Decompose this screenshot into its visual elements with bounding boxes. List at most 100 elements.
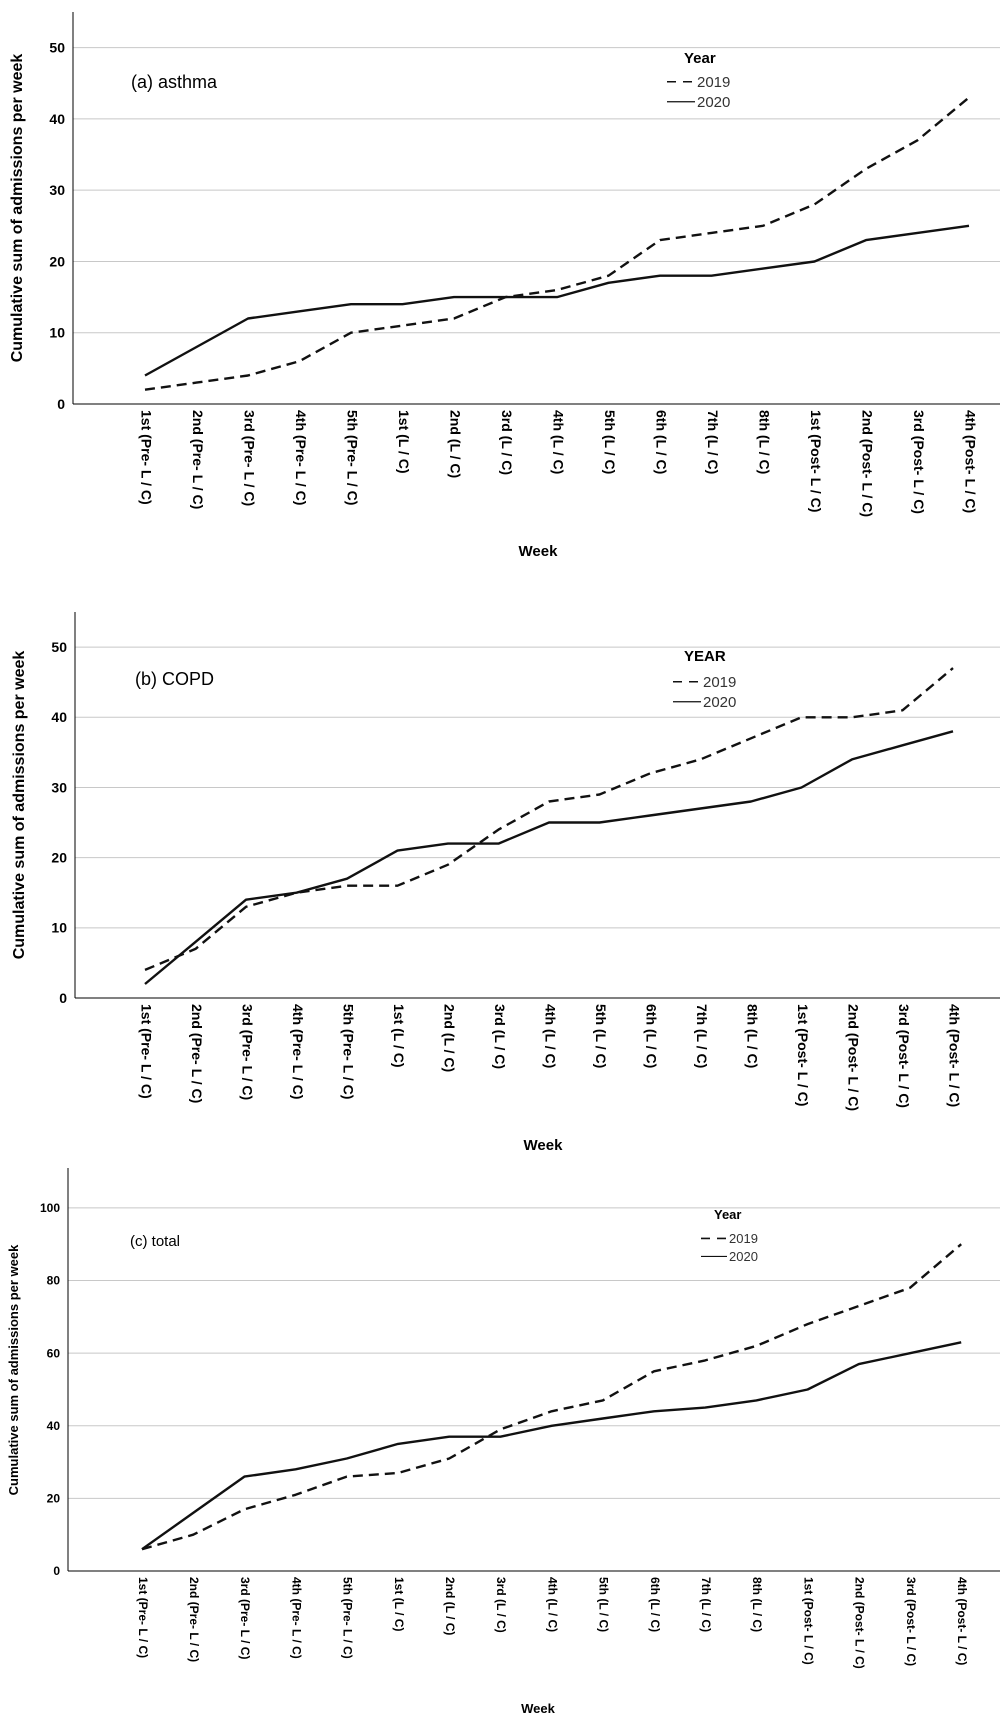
y-tick-label: 40 [51, 709, 67, 725]
y-tick-label: 30 [51, 779, 67, 795]
legend-title: Year [714, 1207, 741, 1222]
x-tick-label: 3rd (Pre- L / C) [241, 410, 257, 506]
x-tick-label: 2nd (L / C) [443, 1577, 457, 1635]
x-tick-label: 1st (L / C) [396, 410, 412, 474]
x-tick-label: 5th (Pre- L / C) [344, 410, 360, 505]
x-tick-label: 4th (L / C) [542, 1004, 558, 1068]
x-tick-label: 4th (L / C) [545, 1577, 559, 1632]
x-tick-label: 1st (L / C) [392, 1577, 406, 1631]
x-tick-label: 3rd (Post- L / C) [896, 1004, 912, 1108]
x-tick-label: 2nd (Post- L / C) [853, 1577, 867, 1669]
x-tick-label: 5th (L / C) [602, 410, 618, 474]
legend-label-2020: 2020 [729, 1249, 758, 1264]
series-line-2019 [141, 1243, 962, 1551]
series-line-2019 [144, 667, 954, 972]
chart-panel-3: 0 20 40 60 80 100 1st (Pre- L / C) 2nd (Pre- L … [6, 1168, 1000, 1716]
legend-title: Year [684, 50, 716, 67]
y-axis-label: Cumulative sum of admissions per week [11, 651, 28, 960]
x-tick-label: 2nd (Pre- L / C) [187, 1577, 201, 1662]
x-tick-label: 5th (L / C) [597, 1577, 611, 1632]
legend-label-2019: 2019 [703, 674, 736, 691]
x-tick-label: 7th (L / C) [699, 1577, 713, 1632]
x-tick-label: 2nd (Pre- L / C) [190, 410, 206, 509]
y-tick-label: 100 [40, 1201, 60, 1215]
chart-panel-1: 0 10 20 30 40 50 1st (Pre- L / C) 2nd (Pre- L /… [9, 12, 1000, 560]
x-tick-label: 8th (L / C) [750, 1577, 764, 1632]
x-tick-label: 1st (Pre- L / C) [138, 410, 154, 505]
x-tick-label: 1st (Post- L / C) [801, 1577, 815, 1665]
x-axis-label: Week [519, 543, 559, 560]
x-tick-label: 2nd (L / C) [447, 410, 463, 478]
x-tick-label: 5th (L / C) [593, 1004, 609, 1068]
y-tick-label: 0 [59, 990, 67, 1006]
x-tick-label: 3rd (Pre- L / C) [239, 1004, 255, 1100]
y-tick-label: 0 [53, 1564, 60, 1578]
legend-label-2019: 2019 [697, 74, 730, 91]
x-tick-label: 8th (L / C) [744, 1004, 760, 1068]
x-tick-label: 1st (Post- L / C) [795, 1004, 811, 1106]
y-axis-label: Cumulative sum of admissions per week [6, 1244, 21, 1495]
y-tick-label: 50 [51, 639, 67, 655]
x-tick-label: 4th (Post- L / C) [962, 410, 978, 513]
x-tick-label: 2nd (L / C) [441, 1004, 457, 1072]
x-tick-label: 3rd (L / C) [494, 1577, 508, 1633]
series-line-2019 [144, 96, 970, 391]
x-tick-label: 3rd (Pre- L / C) [238, 1577, 252, 1659]
y-tick-label: 20 [47, 1492, 61, 1506]
y-tick-label: 60 [47, 1346, 61, 1360]
x-tick-label: 5th (Pre- L / C) [340, 1004, 356, 1099]
x-tick-label: 2nd (Post- L / C) [859, 410, 875, 517]
x-axis-label: Week [521, 1701, 555, 1716]
y-tick-label: 10 [49, 325, 65, 341]
series-line-2020 [144, 224, 970, 377]
x-tick-label: 8th (L / C) [756, 410, 772, 474]
x-tick-label: 7th (L / C) [694, 1004, 710, 1068]
x-tick-label: 5th (Pre- L / C) [341, 1577, 355, 1659]
legend-label-2020: 2020 [697, 94, 730, 111]
y-tick-label: 50 [49, 40, 65, 56]
x-tick-label: 4th (Post- L / C) [955, 1577, 969, 1665]
y-tick-label: 30 [49, 182, 65, 198]
x-tick-label: 4th (Pre- L / C) [290, 1004, 306, 1099]
x-tick-label: 1st (Post- L / C) [808, 410, 824, 512]
legend: Year 2019 2020 [701, 1207, 758, 1264]
x-tick-label: 6th (L / C) [643, 1004, 659, 1068]
x-tick-label: 4th (Pre- L / C) [289, 1577, 303, 1659]
chart-title: (a) asthma [131, 72, 218, 92]
x-tick-label: 2nd (Pre- L / C) [189, 1004, 205, 1103]
x-tick-label: 3rd (Post- L / C) [911, 410, 927, 514]
y-axis-label: Cumulative sum of admissions per week [9, 54, 26, 363]
y-tick-label: 80 [47, 1274, 61, 1288]
y-tick-label: 20 [49, 253, 65, 269]
legend-title: YEAR [684, 648, 726, 665]
chart-title: (c) total [130, 1233, 180, 1250]
x-tick-label: 4th (Pre- L / C) [293, 410, 309, 505]
x-tick-label: 3rd (L / C) [492, 1004, 508, 1069]
x-tick-label: 3rd (Post- L / C) [904, 1577, 918, 1666]
chart-title: (b) COPD [135, 669, 214, 689]
legend-label-2020: 2020 [703, 694, 736, 711]
x-axis-label: Week [524, 1137, 564, 1154]
x-tick-label: 3rd (L / C) [499, 410, 515, 475]
x-tick-label: 1st (Pre- L / C) [138, 1004, 154, 1099]
y-tick-label: 20 [51, 850, 67, 866]
x-tick-label: 6th (L / C) [653, 410, 669, 474]
y-tick-label: 0 [57, 396, 65, 412]
x-tick-label: 7th (L / C) [705, 410, 721, 474]
y-tick-label: 40 [47, 1419, 61, 1433]
legend: Year 2019 2020 [667, 50, 730, 111]
y-tick-label: 40 [49, 111, 65, 127]
x-tick-label: 4th (Post- L / C) [946, 1004, 962, 1107]
series-line-2020 [141, 1341, 962, 1551]
y-tick-label: 10 [51, 920, 67, 936]
chart-panel-2: 0 10 20 30 40 50 1st (Pre- L / C) 2nd (Pre- L /… [11, 612, 1000, 1154]
series-line-2020 [144, 730, 954, 985]
legend-label-2019: 2019 [729, 1231, 758, 1246]
x-tick-label: 4th (L / C) [550, 410, 566, 474]
legend: YEAR 2019 2020 [673, 648, 736, 711]
x-tick-label: 6th (L / C) [648, 1577, 662, 1632]
x-tick-label: 2nd (Post- L / C) [845, 1004, 861, 1111]
x-tick-label: 1st (Pre- L / C) [136, 1577, 150, 1658]
x-tick-label: 1st (L / C) [391, 1004, 407, 1068]
